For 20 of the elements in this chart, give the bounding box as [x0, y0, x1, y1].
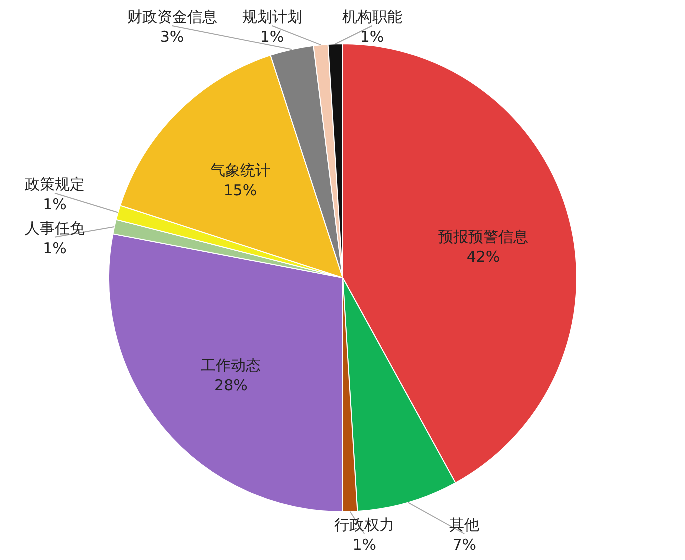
slice-label: 政策规定	[25, 175, 85, 194]
slice-label: 其他	[450, 516, 480, 534]
slice-label: 工作动态	[201, 356, 262, 374]
data-label: 28%	[214, 376, 248, 394]
slice-label: 预报预警信息	[438, 228, 529, 246]
data-label: 1%	[43, 239, 67, 258]
data-label: 7%	[452, 536, 476, 554]
slice-label: 规划计划	[242, 8, 302, 26]
slice-label: 气象统计	[210, 161, 270, 180]
data-label: 1%	[260, 28, 284, 46]
slice-label: 行政权力	[334, 516, 395, 534]
data-label: 15%	[224, 181, 258, 200]
slice-label: 机构职能	[342, 8, 402, 26]
data-label: 1%	[360, 28, 384, 46]
data-label: 1%	[43, 195, 67, 214]
data-label: 42%	[466, 248, 500, 266]
slice-label: 人事任免	[25, 219, 85, 238]
slice-label: 财政资金信息	[127, 8, 218, 26]
data-label: 3%	[160, 28, 184, 46]
data-label: 1%	[352, 536, 376, 554]
